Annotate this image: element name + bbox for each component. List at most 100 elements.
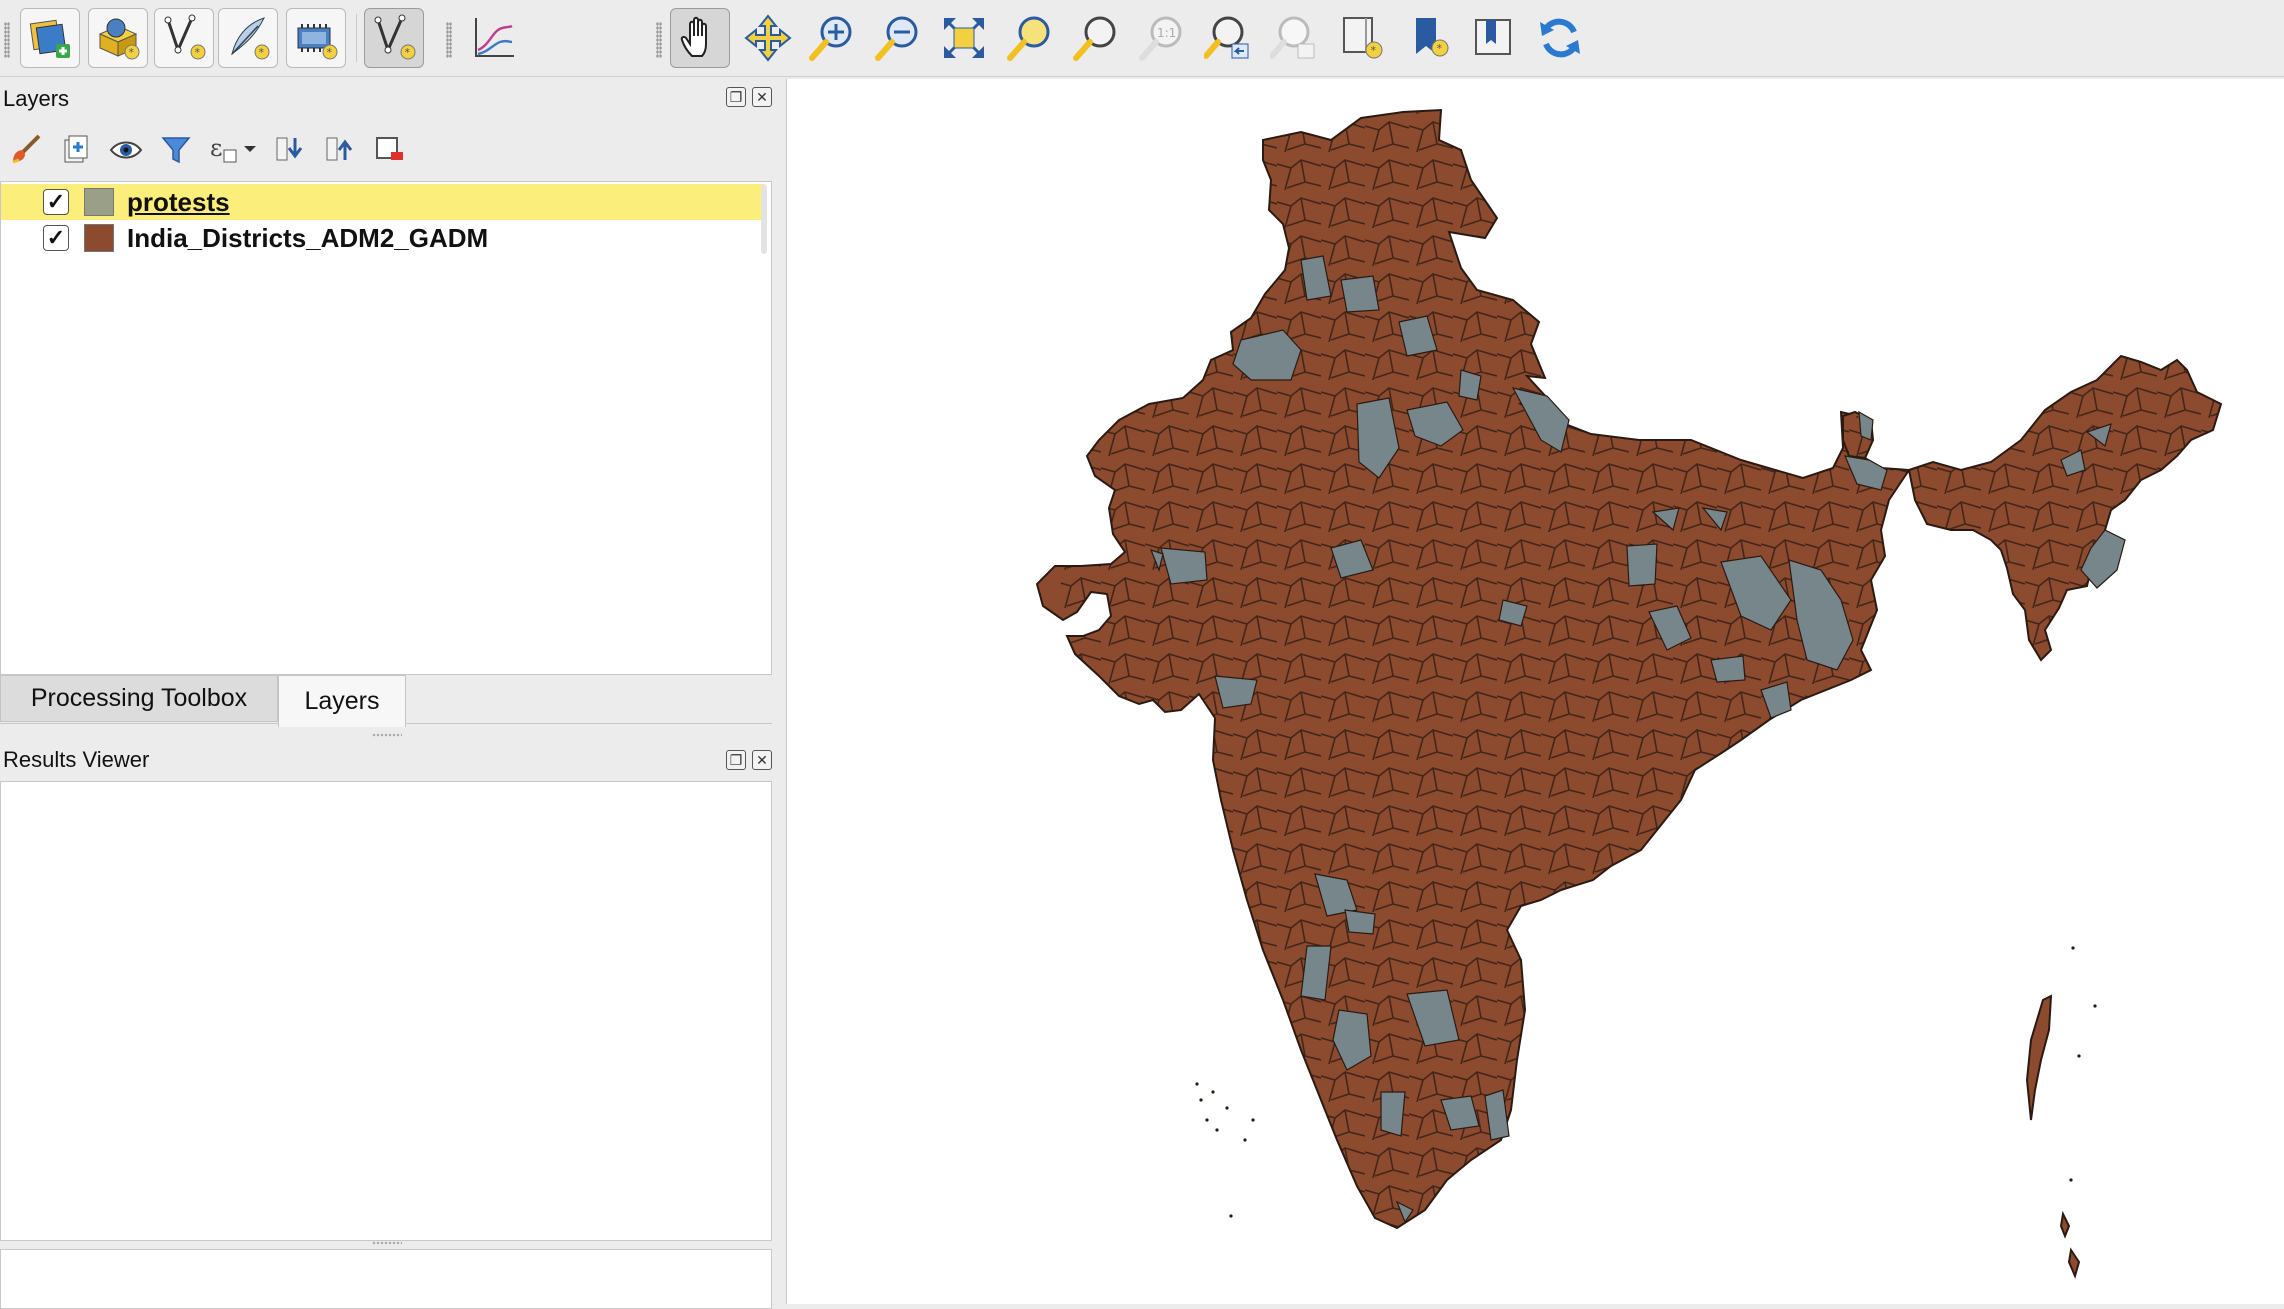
expand-all-button[interactable] (272, 131, 308, 167)
close-icon[interactable]: ✕ (752, 750, 772, 770)
expand-all-icon (276, 137, 303, 161)
nicobar-islands-shape (2059, 1210, 2081, 1279)
vertex-tool-icon: * (374, 14, 416, 60)
collapse-all-button[interactable] (322, 131, 358, 167)
protest-district (1232, 329, 1302, 381)
filter-by-expression-button[interactable]: ε (208, 131, 258, 167)
protest-district (1356, 397, 1400, 479)
panel-splitter[interactable] (372, 733, 402, 737)
protest-district (1300, 945, 1332, 1001)
panel-splitter[interactable] (372, 1241, 402, 1245)
new-vector-layer-button[interactable]: * (154, 8, 214, 68)
svg-text:ε: ε (210, 134, 222, 162)
layer-symbol-swatch[interactable] (84, 224, 114, 252)
svg-text:*: * (1437, 42, 1443, 55)
layer-row-protests[interactable]: ✓ protests (1, 184, 765, 220)
protest-district (1651, 507, 1680, 532)
zoom-out-button[interactable] (868, 8, 928, 68)
layer-tree-scrollbar[interactable] (761, 184, 767, 254)
results-viewer-list[interactable] (0, 781, 772, 1241)
tab-processing-toolbox[interactable]: Processing Toolbox (0, 675, 278, 722)
map-canvas[interactable] (786, 79, 2284, 1304)
main-toolbar: * * * * (0, 0, 2284, 77)
zoom-full-button[interactable] (934, 8, 994, 68)
protest-district (1648, 605, 1692, 651)
style-manager-button[interactable] (8, 131, 44, 167)
protest-district (1214, 675, 1258, 709)
remove-layer-icon (376, 137, 403, 160)
zoom-next-button[interactable] (1264, 8, 1324, 68)
layer-visibility-checkbox[interactable]: ✓ (43, 225, 69, 251)
zoom-to-layer-button[interactable] (1066, 8, 1126, 68)
close-icon[interactable]: ✕ (752, 87, 772, 107)
pan-to-selection-button[interactable] (738, 8, 798, 68)
feather-pen-icon: * (231, 17, 270, 60)
svg-text:*: * (327, 46, 333, 59)
manage-visibility-button[interactable] (108, 131, 144, 167)
vertex-tool-button[interactable]: * (364, 8, 424, 68)
pan-map-button[interactable] (670, 8, 730, 68)
layer-symbol-swatch[interactable] (84, 188, 114, 216)
paintbrush-icon (12, 134, 41, 164)
protest-district (1760, 681, 1792, 719)
undock-icon[interactable]: ❐ (726, 750, 746, 770)
bookmarks-book-icon (1475, 19, 1511, 55)
collapse-all-icon (326, 137, 353, 161)
protest-district (1344, 909, 1376, 935)
layers-panel-title: Layers (3, 86, 70, 111)
new-bookmark-button[interactable]: * (1400, 8, 1460, 68)
zoom-in-button[interactable] (802, 8, 862, 68)
protest-district (1701, 507, 1728, 532)
pan-arrows-icon (744, 14, 792, 62)
protest-district (1458, 369, 1482, 401)
undock-icon[interactable]: ❐ (726, 87, 746, 107)
zoom-last-icon (1204, 16, 1249, 59)
digitize-line-button[interactable]: * (218, 8, 278, 68)
protest-district (2085, 423, 2112, 448)
protest-district (1844, 455, 1888, 491)
protest-district (1498, 599, 1528, 627)
layer-name: India_Districts_ADM2_GADM (127, 222, 489, 253)
protest-district (1149, 549, 1164, 572)
protest-district (1710, 655, 1746, 683)
profile-plot-button[interactable] (464, 8, 524, 68)
profile-chart-icon (475, 18, 514, 57)
new-map-view-button[interactable]: * (1332, 8, 1392, 68)
protest-district (1788, 559, 1854, 671)
zoom-to-selection-button[interactable] (1000, 8, 1060, 68)
zoom-in-icon (809, 16, 852, 61)
add-spatialite-layer-button[interactable]: * (88, 8, 148, 68)
zoom-layer-icon (1073, 16, 1116, 61)
remove-layer-button[interactable] (372, 131, 408, 167)
results-viewer-controls: ❐ ✕ (726, 750, 772, 770)
dock-tab-bar: Processing Toolbox Layers (0, 675, 772, 727)
protest-district (1380, 1091, 1406, 1137)
protest-district (1484, 1089, 1510, 1141)
layers-panel-toolbar: ε (8, 127, 408, 171)
layer-visibility-checkbox[interactable]: ✓ (43, 189, 69, 215)
add-group-button[interactable] (58, 131, 94, 167)
protest-district (1340, 275, 1380, 313)
eye-icon (109, 141, 143, 159)
zoom-native-resolution-icon: 1:1 (1139, 16, 1182, 61)
protest-district (2080, 529, 2126, 589)
zoom-last-button[interactable] (1198, 8, 1258, 68)
zoom-native-button[interactable]: 1:1 (1132, 8, 1192, 68)
refresh-button[interactable] (1530, 8, 1590, 68)
layer-name: protests (127, 186, 230, 217)
show-bookmarks-button[interactable] (1464, 8, 1524, 68)
layer-row-india-districts[interactable]: ✓ India_Districts_ADM2_GADM (1, 220, 765, 256)
results-viewer-title: Results Viewer (3, 747, 150, 772)
new-temp-layer-button[interactable]: * (286, 8, 346, 68)
zoom-next-icon (1270, 16, 1315, 59)
toolbar-grip-3[interactable] (656, 22, 662, 58)
filter-legend-button[interactable] (158, 131, 194, 167)
memory-chip-icon: * (297, 24, 338, 60)
toolbar-grip[interactable] (4, 22, 10, 58)
toolbar-grip-2[interactable] (446, 22, 452, 58)
add-raster-layer-button[interactable] (20, 8, 80, 68)
tab-layers[interactable]: Layers (278, 675, 406, 727)
zoom-out-icon (875, 16, 918, 61)
add-raster-layer-icon (29, 19, 70, 58)
bookmark-add-icon: * (1416, 18, 1449, 57)
